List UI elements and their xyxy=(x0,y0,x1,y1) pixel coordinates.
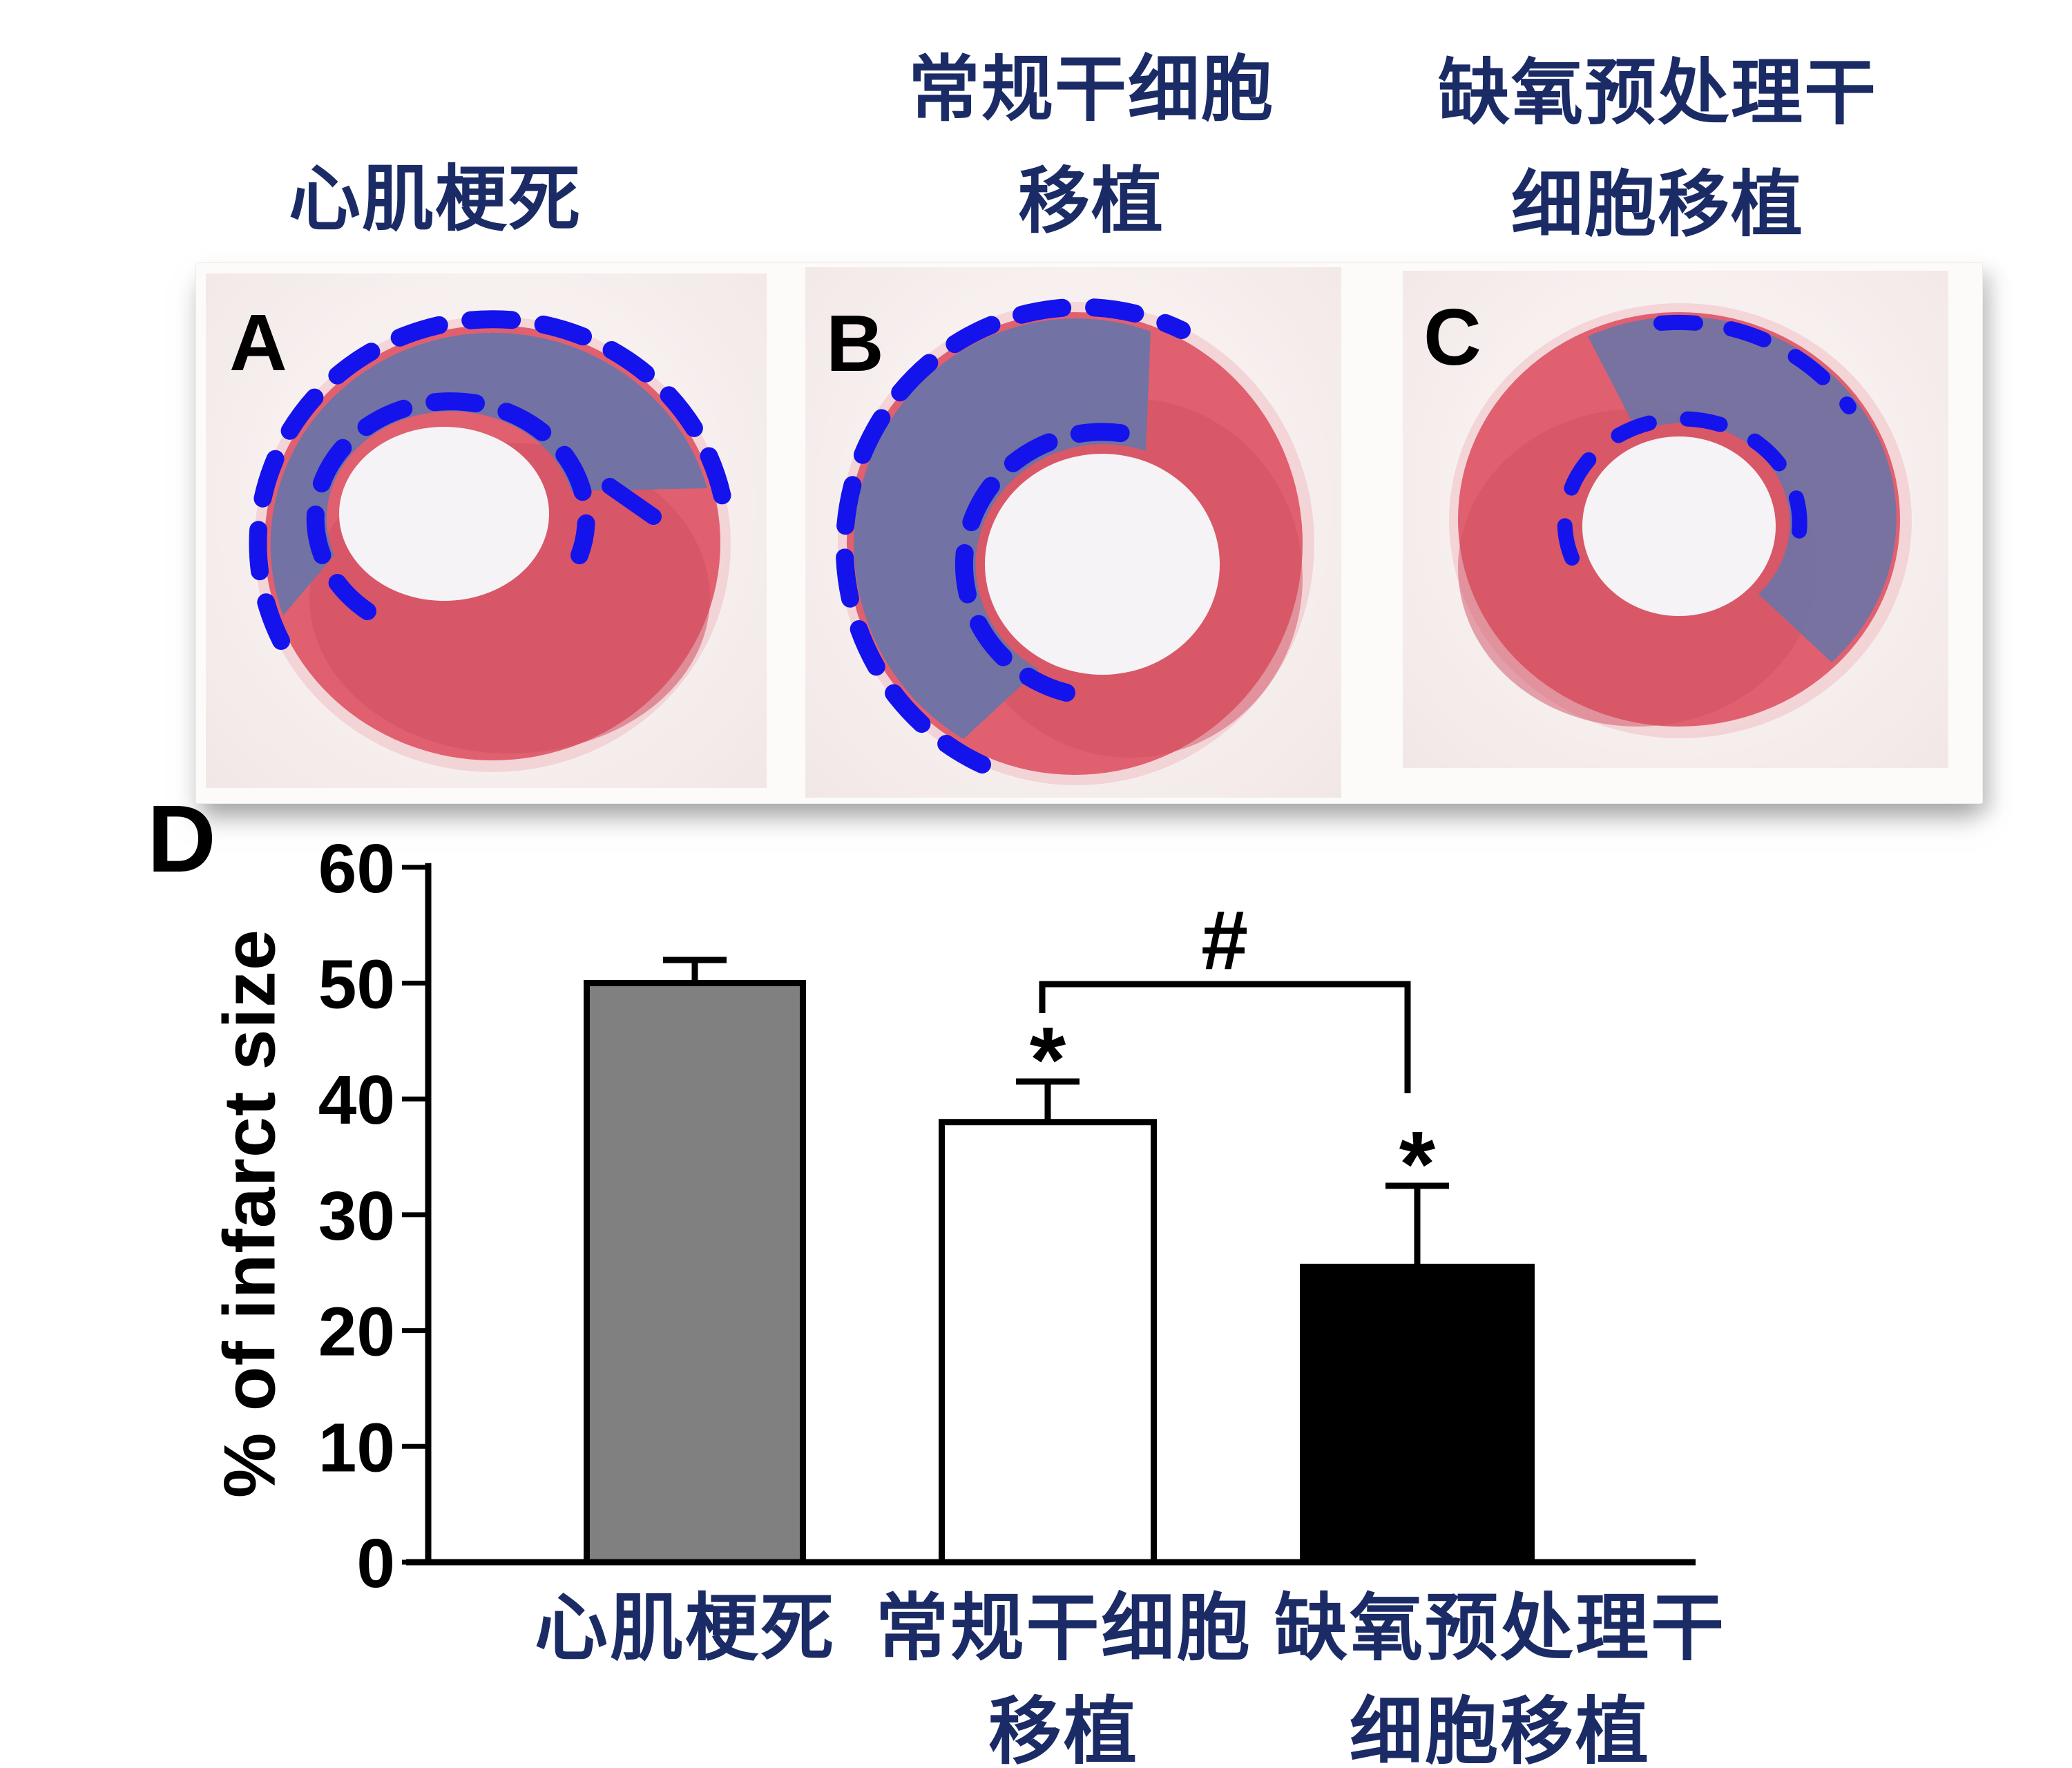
panel-label-b: B xyxy=(826,298,884,388)
bar-2 xyxy=(1300,1263,1535,1566)
header-line: 缺氧预处理干 xyxy=(1437,53,1877,133)
x-category-label-0-line-0: 心肌梗死 xyxy=(535,1588,836,1669)
infarct-size-bar-chart: 0 10 20 30 40 50 60 * * # 心肌梗死 常规干细胞移植 缺氧预处理干细胞移植 xyxy=(0,787,2072,1768)
header-line: 移植 xyxy=(1017,162,1164,242)
panel-label-a: A xyxy=(229,298,287,387)
significance-star-bar-2: * xyxy=(1399,1112,1436,1216)
panel-label-c: C xyxy=(1423,292,1481,382)
y-tick-label-0: 0 xyxy=(356,1525,395,1602)
y-tick-label-20: 20 xyxy=(318,1294,395,1371)
significance-star-bar-1: * xyxy=(1030,1008,1066,1112)
x-category-label-1-line-1: 移植 xyxy=(988,1691,1139,1768)
heart-section-a-graphic xyxy=(249,310,734,772)
column-header-regular-stemcell: 常规干细胞 移植 xyxy=(850,34,1333,258)
panel-label-d: D xyxy=(147,786,216,892)
comparison-symbol: # xyxy=(1201,893,1248,987)
column-header-hypoxia-stemcell: 缺氧预处理干 细胞移植 xyxy=(1361,37,1955,261)
bar-0 xyxy=(584,980,806,1566)
y-tick-label-50: 50 xyxy=(318,946,395,1024)
histology-image-b: B xyxy=(805,267,1341,798)
y-tick-label-40: 40 xyxy=(318,1061,395,1139)
bar-1 xyxy=(939,1119,1157,1566)
histology-image-a: A xyxy=(206,273,767,788)
heart-section-b-graphic xyxy=(835,298,1314,785)
histology-strip: A B xyxy=(195,262,1983,804)
x-category-label-2-line-1: 细胞移植 xyxy=(1350,1691,1651,1768)
header-line: 细胞移植 xyxy=(1510,165,1804,245)
x-category-label-2-line-0: 缺氧预处理干 xyxy=(1274,1588,1726,1669)
histology-image-c: C xyxy=(1403,271,1948,768)
heart-section-c-graphic xyxy=(1449,303,1912,738)
y-tick-label-60: 60 xyxy=(318,830,395,907)
y-tick-label-10: 10 xyxy=(318,1409,395,1486)
x-category-label-1-line-0: 常规干细胞 xyxy=(876,1588,1252,1669)
y-tick-label-30: 30 xyxy=(318,1178,395,1255)
header-line: 常规干细胞 xyxy=(908,50,1274,130)
comparison-bracket xyxy=(1039,981,1411,1093)
column-header-infarction: 心肌梗死 xyxy=(228,161,642,238)
header-line: 心肌梗死 xyxy=(288,160,582,240)
